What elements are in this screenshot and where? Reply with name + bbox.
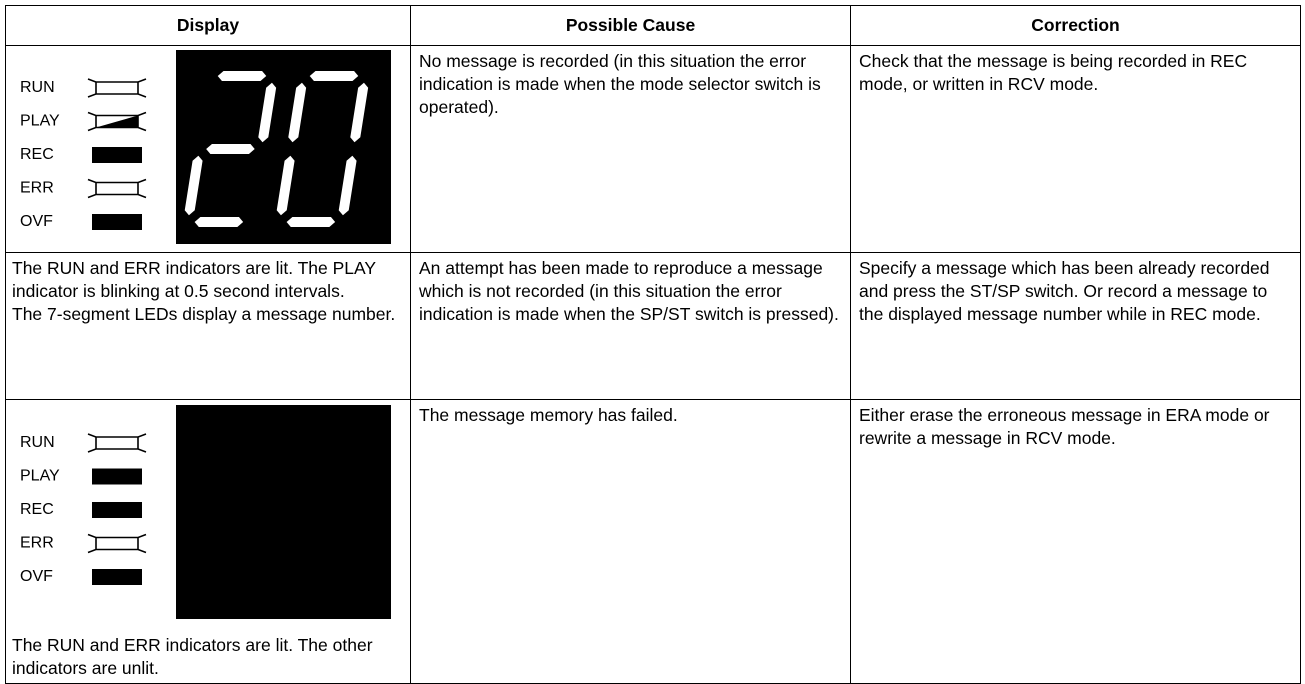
lamp-lit <box>87 533 147 554</box>
indicator-lamp <box>87 433 147 453</box>
correction-cell: Check that the message is being recorded… <box>850 45 1301 253</box>
display-cell: RUN PLAY REC ERR OVF The RUN and ERR indicat… <box>5 399 411 684</box>
lamp-lit <box>87 178 147 199</box>
indicator-label: PLAY <box>20 468 60 485</box>
lamp-lit <box>87 433 147 453</box>
lamp-unlit <box>92 502 142 518</box>
cause: An attempt has been made to reproduce a … <box>419 258 839 324</box>
lamp-unlit <box>92 569 142 585</box>
correction-cell: Specify a message which has been already… <box>850 252 1301 400</box>
indicator-lamp <box>92 214 142 230</box>
indicator-label: ERR <box>20 180 54 197</box>
display-text: The 7-segment LEDs display a message num… <box>12 304 396 324</box>
lamp-unlit <box>92 468 142 485</box>
indicator-lamp <box>87 178 147 199</box>
lamp-lit <box>87 78 147 98</box>
indicator-lamp <box>92 502 142 518</box>
header-row: Display Possible Cause Correction <box>5 5 1301 46</box>
indicator-label: PLAY <box>20 113 60 130</box>
header-cell: Correction <box>850 5 1301 46</box>
led-segment <box>275 154 296 217</box>
display-text: The RUN and ERR indicators are lit. The … <box>12 635 373 678</box>
correction: Check that the message is being recorded… <box>859 51 1248 94</box>
row: RUN PLAY REC ERR OVF No message is recorded … <box>5 45 1301 253</box>
led-segment <box>257 81 278 144</box>
lamp-blink <box>96 115 138 128</box>
indicator-lamp <box>92 569 142 585</box>
indicator-label: RUN <box>20 434 55 451</box>
display-cell: The RUN and ERR indicators are lit. The … <box>5 252 411 400</box>
lamp-unlit <box>92 214 142 230</box>
indicator-lamp <box>87 533 147 554</box>
lamp-unlit <box>92 147 142 163</box>
led-panel <box>176 405 391 619</box>
led-segment <box>183 154 204 217</box>
indicator-lamp <box>87 78 147 98</box>
correction-cell: Either erase the erroneous message in ER… <box>850 399 1301 684</box>
indicator-lamp <box>87 111 147 132</box>
led-segment <box>308 70 360 82</box>
led-segment <box>285 216 337 228</box>
troubleshooting-table: Display Possible Cause Correction RUN PLA… <box>5 5 1301 684</box>
led-segment <box>193 216 245 228</box>
row: RUN PLAY REC ERR OVF The RUN and ERR indicat… <box>5 399 1301 684</box>
cause-cell: An attempt has been made to reproduce a … <box>410 252 851 400</box>
cause-cell: No message is recorded (in this situatio… <box>410 45 851 253</box>
indicator-label: REC <box>20 146 54 163</box>
display-cell: RUN PLAY REC ERR OVF <box>5 45 411 253</box>
indicator-lamp <box>92 468 142 485</box>
cause-cell: The message memory has failed. <box>410 399 851 684</box>
display-text: The RUN and ERR indicators are lit. The … <box>12 258 376 301</box>
cause: The message memory has failed. <box>419 405 678 425</box>
led-segment <box>204 143 257 155</box>
correction: Specify a message which has been already… <box>859 258 1270 324</box>
indicator-label: RUN <box>20 79 55 96</box>
seven-seg-digit <box>275 70 370 228</box>
indicator-lamp <box>92 147 142 163</box>
header-cell: Display <box>5 5 411 46</box>
led-segment <box>349 81 370 144</box>
led-segment <box>287 81 308 144</box>
seven-seg-digit <box>183 70 278 228</box>
display-illustration: RUN PLAY REC ERR OVF <box>20 50 391 244</box>
led-segment <box>216 70 268 82</box>
correction: Either erase the erroneous message in ER… <box>859 405 1270 448</box>
row: The RUN and ERR indicators are lit. The … <box>5 252 1301 400</box>
display-illustration: RUN PLAY REC ERR OVF <box>20 405 391 619</box>
indicator-label: OVF <box>20 213 53 230</box>
cause: No message is recorded (in this situatio… <box>419 51 821 117</box>
header-cell: Possible Cause <box>410 5 851 46</box>
indicator-label: OVF <box>20 568 53 585</box>
indicator-label: ERR <box>20 535 54 552</box>
led-segment <box>337 154 358 217</box>
indicator-label: REC <box>20 501 54 518</box>
